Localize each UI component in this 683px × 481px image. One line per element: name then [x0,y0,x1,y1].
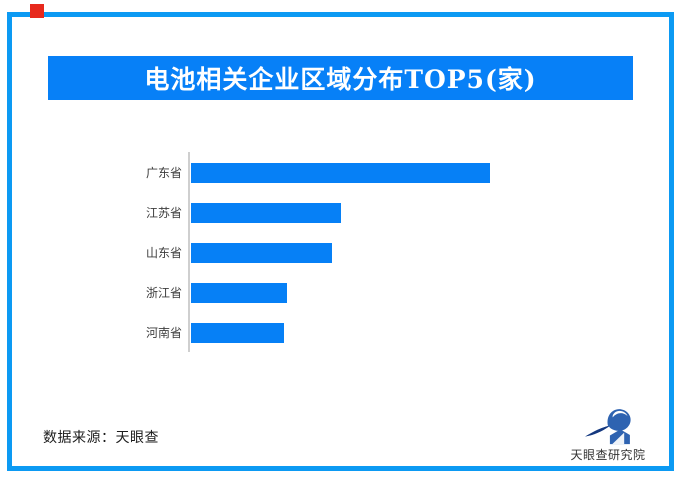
bar-row: 江苏省 [0,203,683,223]
bar [191,243,332,263]
data-source-text: 数据来源：天眼查 [43,429,159,445]
logo-house [609,429,630,445]
bar [191,323,284,343]
bar-row: 河南省 [0,323,683,343]
border-frame [7,12,674,471]
bar-row: 浙江省 [0,283,683,303]
bar [191,283,287,303]
bar [191,163,490,183]
logo-glint [612,410,628,418]
chart-title-bar: 电池相关企业区域分布TOP5(家) [48,56,633,100]
category-label: 江苏省 [145,206,182,220]
y-axis-line [188,152,190,352]
chart-title: 电池相关企业区域分布TOP5(家) [144,65,537,94]
bar-row: 广东省 [0,163,683,183]
category-label: 山东省 [145,246,182,260]
bar [191,203,341,223]
category-label: 广东省 [145,166,182,180]
red-square-icon [30,4,44,18]
bar-row: 山东省 [0,243,683,263]
logo-house-inner [612,432,625,445]
category-label: 河南省 [145,326,182,340]
logo-swoosh [585,409,631,437]
logo-swoosh-dark [585,426,609,437]
logo-text: 天眼查研究院 [570,448,646,462]
category-label: 浙江省 [145,286,182,300]
tianyancha-logo-icon [582,406,634,446]
